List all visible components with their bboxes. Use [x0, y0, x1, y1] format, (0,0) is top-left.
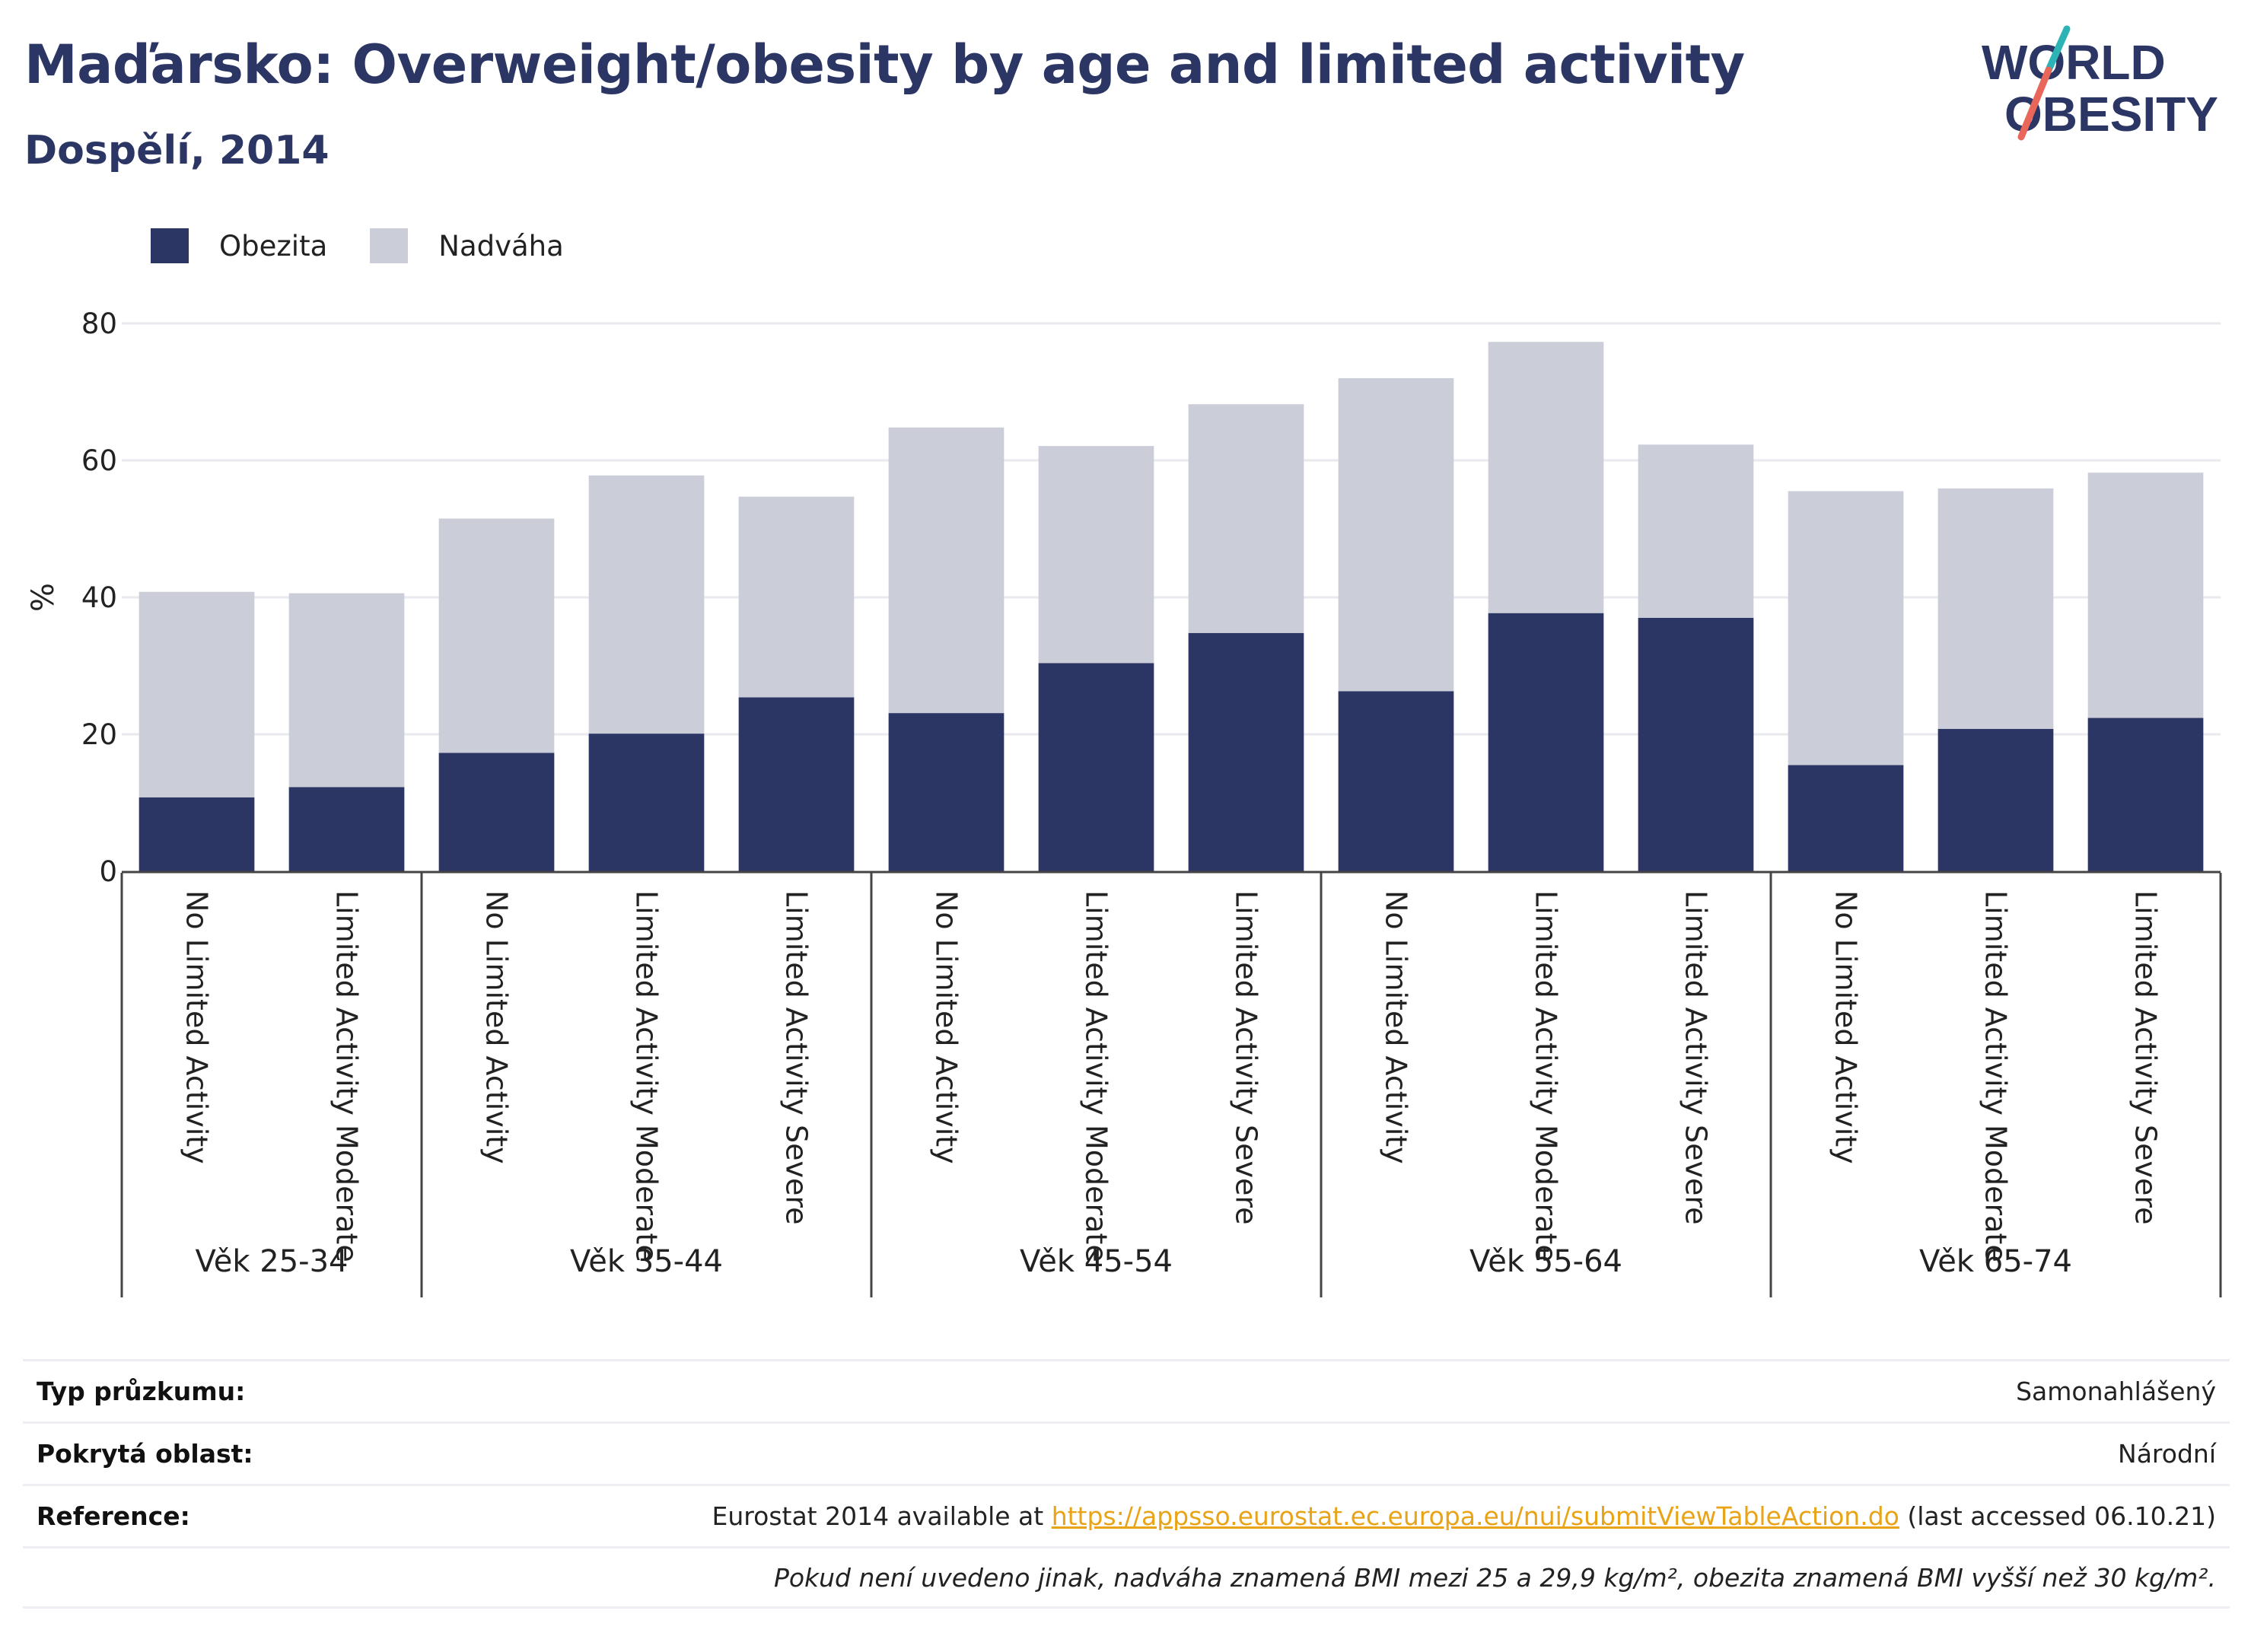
legend-item-obezita[interactable]: Obezita — [151, 228, 327, 263]
y-tick-label: 80 — [81, 307, 117, 340]
area-value: Národní — [2118, 1439, 2216, 1469]
y-axis-label: % — [26, 583, 61, 612]
bar-obezita — [738, 697, 855, 871]
logo-line-1: WORLD — [1982, 35, 2166, 90]
group-label: Věk 55-64 — [1469, 1244, 1622, 1279]
chart-legend: Obezita Nadváha — [151, 227, 607, 265]
x-tick-label: Limited Activity Moderate — [1530, 890, 1563, 1262]
bar-obezita — [1338, 691, 1454, 871]
reference-label: Reference: — [37, 1501, 190, 1531]
logo-slash-teal — [2045, 25, 2071, 74]
group-label: Věk 45-54 — [1020, 1244, 1173, 1279]
info-row-survey: Typ průzkumu: Samonahlášený — [23, 1359, 2230, 1421]
legend-label-obezita: Obezita — [219, 229, 328, 263]
bar-nadvaha — [438, 518, 555, 753]
logo-slash-coral — [2017, 66, 2052, 141]
x-tick-label: Limited Activity Severe — [1679, 890, 1713, 1225]
stacked-bar-chart: 0 20 40 60 80% No Limited Activity Limited Act… — [26, 307, 2222, 1297]
reference-prefix: Eurostat 2014 available at — [712, 1501, 1052, 1531]
bar-obezita — [2087, 718, 2204, 871]
info-row-reference: Reference: Eurostat 2014 available at ht… — [23, 1484, 2230, 1546]
bar-nadvaha — [888, 427, 1005, 714]
x-tick-label: No Limited Activity — [1829, 890, 1863, 1164]
bar-nadvaha — [1937, 488, 2054, 729]
bar-nadvaha — [1338, 378, 1454, 692]
info-row-area: Pokrytá oblast: Národní — [23, 1421, 2230, 1484]
bar-nadvaha — [1638, 444, 1754, 618]
bar-obezita — [1788, 765, 1904, 871]
survey-value: Samonahlášený — [2016, 1377, 2216, 1406]
info-table: Typ průzkumu: Samonahlášený Pokrytá obla… — [23, 1359, 2230, 1609]
y-tick-label: 60 — [81, 444, 117, 477]
bar-obezita — [1937, 728, 2054, 871]
survey-label: Typ průzkumu: — [37, 1377, 246, 1406]
bar-obezita — [288, 787, 405, 871]
bar-obezita — [1638, 618, 1754, 871]
y-tick-label: 40 — [81, 581, 117, 614]
x-tick-label: Limited Activity Moderate — [330, 890, 364, 1262]
legend-swatch-nadvaha — [370, 228, 409, 263]
bar-nadvaha — [1188, 404, 1304, 633]
group-label: Věk 65-74 — [1919, 1244, 2072, 1279]
x-tick-label: No Limited Activity — [480, 890, 514, 1164]
bar-nadvaha — [588, 475, 705, 734]
reference-link[interactable]: https://appsso.eurostat.ec.europa.eu/nui… — [1051, 1501, 1899, 1531]
x-tick-label: Limited Activity Severe — [1230, 890, 1263, 1225]
x-tick-label: Limited Activity Moderate — [1979, 890, 2013, 1262]
bar-nadvaha — [2087, 473, 2204, 718]
bar-obezita — [888, 713, 1005, 871]
page-title: Maďarsko: Overweight/obesity by age and … — [24, 33, 1745, 96]
bar-nadvaha — [138, 591, 255, 797]
y-tick-label: 0 — [99, 855, 117, 888]
bar-obezita — [1488, 613, 1604, 871]
group-label: Věk 35-44 — [570, 1244, 723, 1279]
x-tick-label: Limited Activity Severe — [780, 890, 813, 1225]
reference-value: Eurostat 2014 available at https://appss… — [712, 1501, 2216, 1531]
legend-label-nadvaha: Nadváha — [438, 229, 564, 263]
bar-nadvaha — [288, 593, 405, 788]
reference-suffix: (last accessed 06.10.21) — [1899, 1501, 2216, 1531]
bar-obezita — [1038, 663, 1154, 871]
bar-obezita — [438, 753, 555, 871]
bar-obezita — [588, 734, 705, 871]
bar-nadvaha — [1038, 446, 1154, 664]
x-tick-label: No Limited Activity — [930, 890, 963, 1164]
y-tick-label: 20 — [81, 718, 117, 751]
bar-nadvaha — [1788, 491, 1904, 766]
x-tick-label: Limited Activity Severe — [2129, 890, 2163, 1225]
info-row-note: Pokud není uvedeno jinak, nadváha znamen… — [23, 1546, 2230, 1609]
bar-nadvaha — [738, 496, 855, 698]
legend-swatch-obezita — [151, 228, 189, 263]
bar-obezita — [138, 797, 255, 871]
bar-obezita — [1188, 632, 1304, 871]
x-tick-label: No Limited Activity — [180, 890, 214, 1164]
legend-item-nadvaha[interactable]: Nadváha — [370, 228, 564, 263]
page-subtitle: Dospělí, 2014 — [24, 128, 330, 173]
x-tick-label: Limited Activity Moderate — [1080, 890, 1113, 1262]
area-label: Pokrytá oblast: — [37, 1439, 253, 1469]
x-tick-label: Limited Activity Moderate — [630, 890, 664, 1262]
definition-note: Pokud není uvedeno jinak, nadváha znamen… — [773, 1562, 2216, 1593]
group-label: Věk 25-34 — [196, 1244, 349, 1279]
x-tick-label: No Limited Activity — [1380, 890, 1413, 1164]
bar-nadvaha — [1488, 342, 1604, 613]
world-obesity-logo: WORLD OBESITY — [1982, 25, 2218, 142]
